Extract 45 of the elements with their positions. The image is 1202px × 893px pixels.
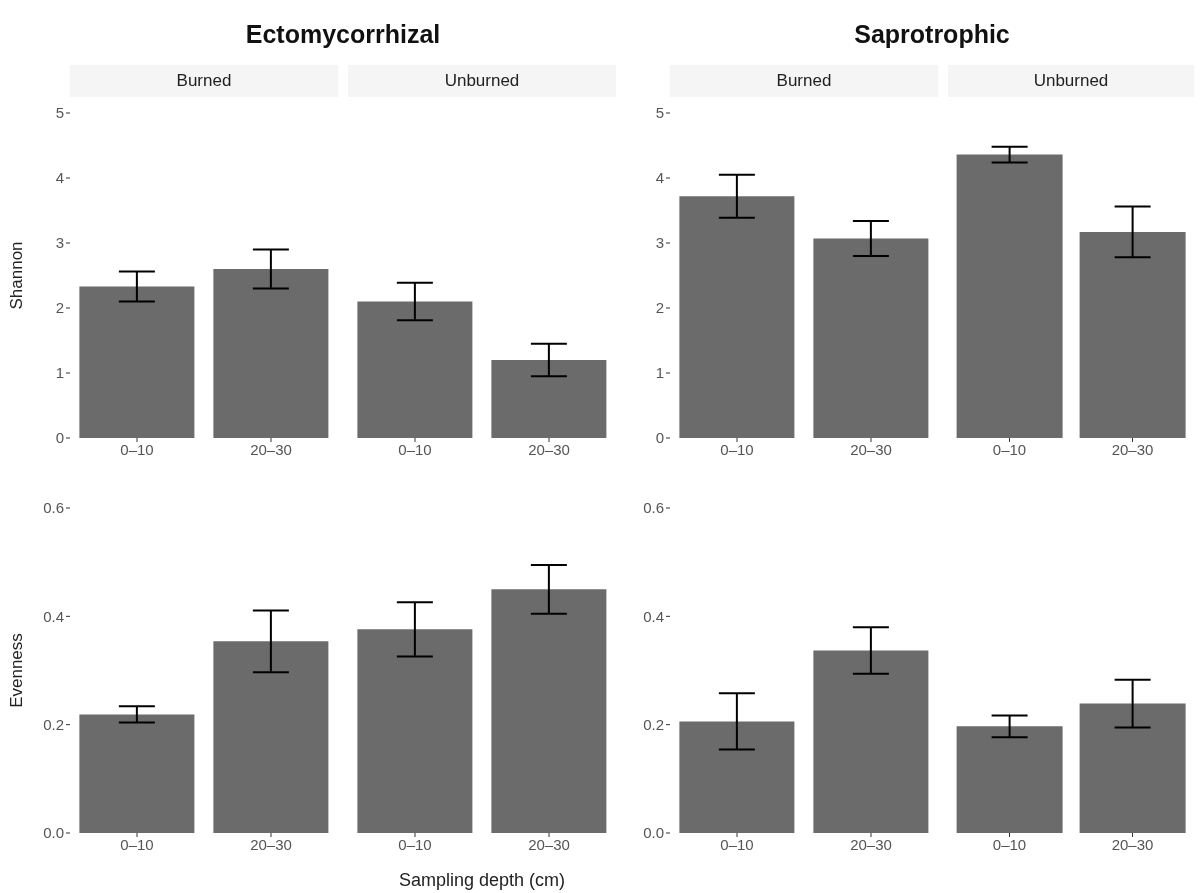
y-tick-label: 0.4 [643,607,664,625]
x-tick-label: 0–10 [120,835,154,853]
x-tick-label: 0–10 [398,835,432,853]
x-tick-label: 20–30 [1111,440,1154,458]
y-axis-title: Evenness [7,633,27,708]
y-tick-label: 0.0 [43,824,64,842]
y-tick-label: 2 [55,299,64,317]
x-axis-title: Sampling depth (cm) [397,870,567,891]
x-tick-label: 0–10 [398,440,432,458]
y-tick-label: 5 [655,104,664,122]
y-tick-label: 3 [655,234,664,252]
x-tick-label: 20–30 [528,835,570,853]
x-tick-label: 20–30 [850,440,892,458]
y-tick-label: 5 [55,104,64,122]
y-axis-title: Shannon [7,241,27,310]
x-tick-label: 20–30 [250,440,292,458]
y-tick-label: 1 [655,364,664,382]
chart-subtitle: Burned [670,65,938,97]
x-tick-label: 20–30 [850,835,892,853]
y-tick-label: 4 [655,169,664,187]
x-tick-label: 20–30 [250,835,292,853]
x-tick-label: 0–10 [992,835,1027,853]
y-tick-label: 2 [655,299,664,317]
y-tick-label: 3 [55,234,64,252]
y-tick-label: 0 [55,429,64,447]
x-tick-label: 0–10 [120,440,154,458]
x-tick-label: 0–10 [992,440,1027,458]
chart-subtitle: Unburned [948,65,1194,97]
chart-subtitle: Burned [70,65,338,97]
chart-title: Saprotrophic [853,20,1011,49]
chart-subtitle: Unburned [348,65,616,97]
y-tick-label: 0.4 [43,607,64,625]
y-tick-label: 0.2 [43,715,64,733]
x-tick-label: 20–30 [528,440,570,458]
y-tick-label: 0.6 [643,499,664,517]
x-tick-label: 0–10 [720,440,754,458]
y-tick-label: 4 [55,169,64,187]
x-tick-label: 0–10 [720,835,754,853]
y-tick-label: 0.2 [643,715,664,733]
chart-title: Ectomycorrhizal [244,20,442,49]
y-tick-label: 1 [55,364,64,382]
y-tick-label: 0 [655,429,664,447]
y-tick-label: 0.0 [643,824,664,842]
y-tick-label: 0.6 [43,499,64,517]
x-tick-label: 20–30 [1111,835,1154,853]
